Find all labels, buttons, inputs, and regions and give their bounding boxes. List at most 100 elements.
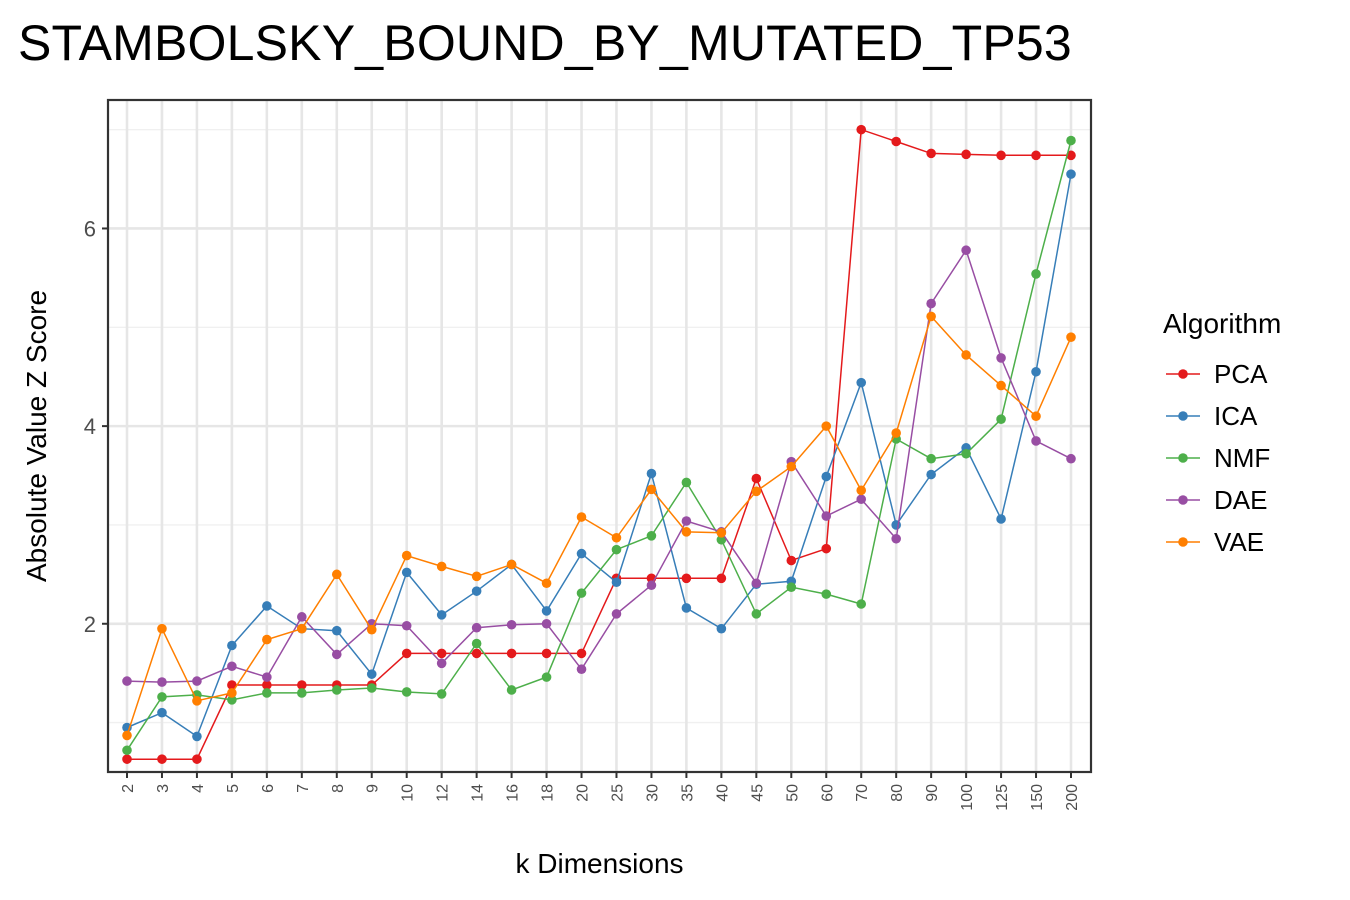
- data-point-vae: [926, 311, 936, 322]
- data-point-ica: [646, 468, 657, 479]
- series-line-ica: [126, 173, 1072, 738]
- data-point-vae: [262, 634, 272, 645]
- data-point-vae: [611, 532, 622, 543]
- data-point-nmf: [856, 599, 867, 609]
- panel-background: [108, 100, 1091, 772]
- data-point-vae: [891, 428, 901, 438]
- data-point-ica: [331, 625, 342, 636]
- data-point-pca: [436, 648, 447, 659]
- x-tick-label: 12: [435, 784, 452, 802]
- data-point-nmf: [611, 544, 622, 555]
- x-tick-label: 7: [295, 784, 312, 793]
- data-point-dae: [996, 353, 1006, 363]
- data-point-pca: [716, 573, 727, 584]
- data-point-ica: [716, 623, 727, 634]
- data-point-nmf: [1066, 135, 1076, 146]
- data-point-pca: [576, 648, 587, 659]
- data-point-pca: [297, 680, 307, 690]
- data-point-pca: [821, 543, 832, 554]
- data-point-ica: [192, 731, 202, 742]
- data-point-dae: [262, 672, 272, 682]
- panel-border: [106, 98, 1093, 774]
- data-point-vae: [366, 624, 377, 635]
- x-tick-label: 100: [959, 784, 976, 811]
- data-point-ica: [262, 601, 272, 611]
- data-point-pca: [401, 648, 412, 659]
- series-line-pca: [127, 128, 1071, 760]
- data-point-dae: [961, 245, 971, 256]
- data-point-nmf: [751, 609, 762, 619]
- data-point-vae: [436, 561, 447, 572]
- data-point-pca: [471, 648, 482, 659]
- data-point-nmf: [122, 745, 132, 756]
- data-point-ica: [891, 520, 901, 530]
- x-tick-label: 9: [365, 784, 382, 793]
- x-tick-label: 90: [924, 784, 941, 802]
- data-point-nmf: [227, 695, 237, 705]
- y-tick-label: 6: [84, 216, 96, 241]
- legend-swatch-point-vae: [1178, 537, 1188, 547]
- series-line-dae: [126, 248, 1072, 683]
- data-point-pca: [786, 555, 797, 566]
- data-point-nmf: [401, 687, 412, 697]
- data-point-pca: [192, 754, 202, 764]
- data-point-nmf: [996, 414, 1006, 425]
- data-point-ica: [471, 586, 482, 596]
- data-point-vae: [961, 350, 971, 360]
- y-tick-label: 4: [84, 414, 96, 439]
- data-point-nmf: [786, 582, 797, 592]
- legend-label-vae: VAE: [1214, 527, 1264, 557]
- x-tick-label: 5: [225, 784, 242, 793]
- x-tick-label: 6: [260, 784, 277, 793]
- legend-label-pca: PCA: [1214, 359, 1268, 389]
- x-tick-label: 125: [994, 784, 1011, 811]
- data-point-ica: [576, 548, 587, 559]
- data-point-vae: [157, 623, 167, 634]
- data-point-pca: [681, 573, 692, 584]
- data-point-nmf: [157, 692, 167, 702]
- data-point-nmf: [926, 453, 936, 464]
- x-tick-label: 45: [749, 784, 766, 802]
- data-point-pca: [996, 150, 1006, 161]
- data-point-nmf: [681, 477, 692, 488]
- data-point-pca: [856, 124, 867, 135]
- data-point-dae: [401, 620, 412, 631]
- data-point-nmf: [541, 672, 552, 682]
- data-point-vae: [331, 569, 342, 580]
- x-tick-label: 150: [1029, 784, 1046, 811]
- data-point-ica: [541, 606, 552, 616]
- y-axis-title: Absolute Value Z Score: [21, 290, 52, 582]
- x-tick-label: 14: [470, 784, 487, 802]
- data-point-nmf: [646, 531, 657, 541]
- data-point-ica: [227, 640, 237, 651]
- data-point-ica: [436, 610, 447, 620]
- data-point-dae: [926, 298, 936, 309]
- data-point-dae: [576, 664, 587, 675]
- data-point-ica: [681, 603, 692, 613]
- plot-panel: [108, 100, 1091, 772]
- data-point-ica: [366, 669, 377, 679]
- x-tick-label: 200: [1064, 784, 1081, 811]
- data-point-vae: [576, 512, 587, 522]
- legend-swatch-point-ica: [1178, 411, 1188, 421]
- data-point-ica: [401, 567, 412, 578]
- data-point-vae: [541, 578, 552, 589]
- data-point-ica: [1066, 169, 1076, 179]
- data-point-dae: [471, 622, 482, 633]
- legend-label-nmf: NMF: [1214, 443, 1270, 473]
- x-tick-label: 10: [400, 784, 417, 802]
- legend-swatch-point-dae: [1178, 495, 1188, 505]
- x-tick-label: 60: [819, 784, 836, 802]
- data-point-ica: [926, 469, 936, 480]
- x-tick-label: 4: [190, 784, 207, 793]
- data-point-nmf: [366, 683, 377, 693]
- data-point-pca: [122, 754, 132, 764]
- x-tick-label: 50: [784, 784, 801, 802]
- data-point-dae: [506, 619, 517, 630]
- data-point-dae: [646, 580, 657, 591]
- data-point-dae: [681, 516, 692, 526]
- data-point-ica: [856, 377, 867, 388]
- data-point-vae: [646, 484, 657, 495]
